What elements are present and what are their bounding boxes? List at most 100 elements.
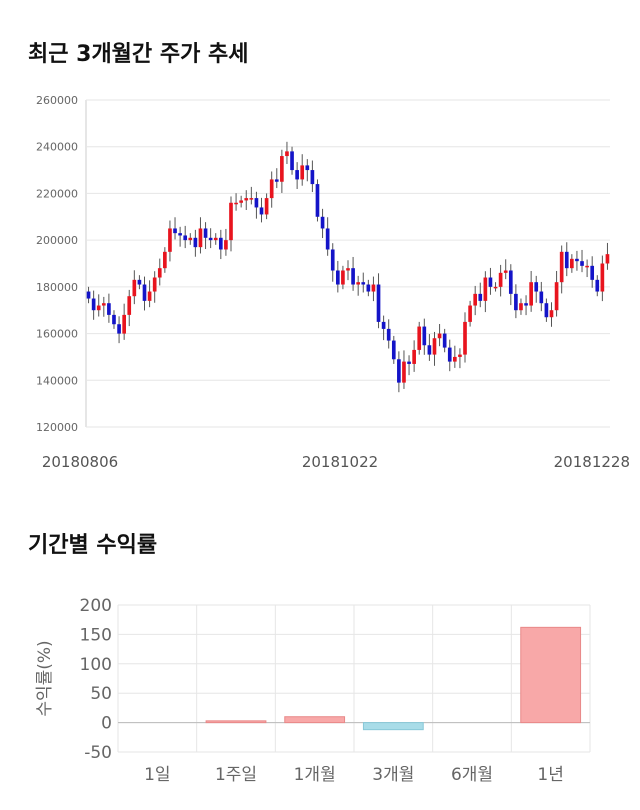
candle-body: [249, 198, 254, 200]
candle-body: [142, 284, 147, 301]
candle-body: [213, 237, 218, 241]
candle-body: [468, 305, 472, 322]
candle-body: [259, 207, 264, 215]
candle-body: [325, 228, 330, 250]
x-tick-label: 6개월: [451, 765, 493, 785]
candle-body: [330, 249, 335, 271]
candle-body: [600, 263, 605, 292]
candle-body: [534, 282, 539, 292]
candle-body: [234, 202, 238, 205]
candle-body: [463, 321, 467, 355]
candle-body: [519, 303, 523, 311]
candle-body: [351, 268, 355, 285]
candle-body: [381, 321, 386, 329]
y-tick-label: 150: [80, 625, 112, 645]
candle-body: [239, 200, 243, 203]
candle-body: [595, 279, 600, 292]
candle-body: [564, 251, 569, 269]
candle-body: [458, 354, 462, 357]
y-tick-label: 120000: [36, 421, 78, 434]
candle-body: [203, 228, 208, 238]
x-tick-label: 20180806: [42, 453, 118, 471]
candle-body: [254, 198, 259, 208]
candle-body: [341, 270, 345, 285]
candle-body: [447, 347, 452, 362]
candle-body: [575, 258, 579, 262]
candle-body: [544, 303, 549, 318]
x-tick-label: 3개월: [372, 765, 414, 785]
candle-body: [412, 349, 416, 364]
candle-body: [514, 293, 518, 311]
candle-body: [503, 270, 508, 273]
candle-body: [183, 235, 188, 241]
candle-body: [376, 284, 381, 322]
candle-body: [524, 303, 528, 306]
candle-body: [590, 265, 595, 280]
candle-body: [290, 151, 294, 171]
candle-body: [488, 277, 493, 287]
candle-body: [157, 268, 162, 278]
candle-body: [453, 356, 457, 362]
y-tick-label: -50: [84, 743, 112, 763]
y-axis-label: 수익률(%): [35, 640, 55, 716]
candle-body: [539, 291, 544, 304]
candle-body: [101, 303, 106, 306]
y-tick-label: 180000: [36, 281, 78, 294]
candle-body: [193, 237, 198, 248]
candle-body: [305, 165, 310, 171]
candle-body: [478, 293, 483, 301]
candle-body: [402, 361, 406, 383]
candle-body: [549, 310, 554, 318]
y-tick-label: 260000: [36, 94, 78, 107]
candle-body: [315, 184, 320, 217]
x-tick-label: 1주일: [215, 765, 257, 785]
candle-body: [605, 254, 610, 264]
y-tick-label: 200000: [36, 234, 78, 247]
candle-body: [473, 293, 478, 306]
candle-body: [96, 305, 101, 311]
candle-body: [570, 258, 574, 269]
candle-body: [422, 326, 427, 346]
candle-body: [168, 228, 172, 252]
candle-body: [224, 240, 228, 250]
candle-body: [346, 268, 350, 271]
price-trend-title: 최근 3개월간 주가 추세: [28, 42, 249, 67]
candle-body: [483, 277, 488, 301]
y-tick-label: 50: [90, 684, 112, 704]
candle-body: [361, 282, 366, 285]
period-returns-title: 기간별 수익률: [28, 533, 158, 558]
candle-body: [386, 328, 391, 341]
y-tick-label: 140000: [36, 374, 78, 387]
candle-body: [218, 237, 223, 250]
candle-body: [269, 179, 274, 199]
candle-body: [585, 265, 589, 268]
candle-body: [493, 286, 498, 289]
candle-body: [86, 291, 91, 299]
x-tick-label: 20181022: [302, 453, 378, 471]
return-bar: [362, 722, 424, 731]
x-tick-label: 1일: [144, 765, 170, 785]
candle-body: [300, 165, 305, 180]
candle-body: [407, 361, 411, 364]
candle-body: [366, 284, 371, 292]
candle-body: [508, 270, 513, 294]
candle-body: [391, 340, 396, 360]
candle-body: [356, 282, 361, 285]
candle-body: [280, 156, 284, 182]
y-tick-label: 160000: [36, 328, 78, 341]
candle-body: [264, 198, 269, 215]
candle-body: [432, 338, 437, 355]
candle-body: [107, 303, 111, 315]
candle-body: [274, 179, 279, 182]
candle-body: [117, 324, 121, 334]
candle-body: [285, 151, 289, 157]
candle-body: [91, 298, 96, 311]
x-tick-label: 1개월: [294, 765, 336, 785]
candle-body: [188, 237, 193, 241]
candle-body: [163, 251, 167, 269]
candle-body: [137, 279, 142, 285]
return-bar: [205, 720, 267, 724]
candle-body: [417, 326, 422, 350]
candle-body: [529, 282, 533, 306]
y-tick-label: 220000: [36, 187, 78, 200]
